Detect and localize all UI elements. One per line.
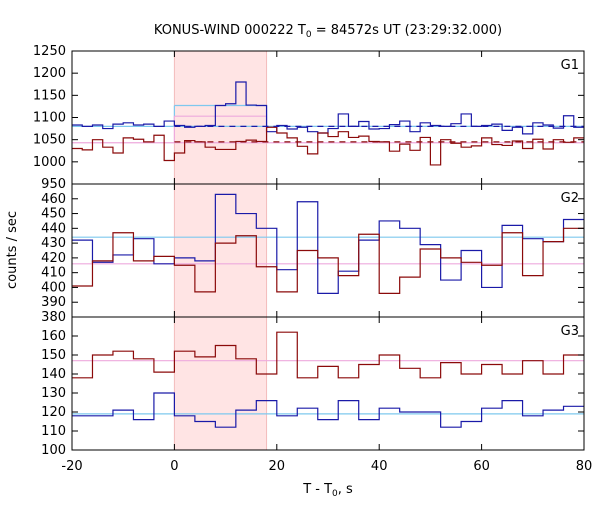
y-tick-label: 130 xyxy=(41,386,66,401)
panel-frame xyxy=(71,316,585,451)
panel-label: G1 xyxy=(561,58,579,73)
panel-g1: 1000 1050 1100 1150 1200 1250 G1 xyxy=(33,44,585,185)
y-tick-label: 390 xyxy=(41,295,66,310)
panel-frame xyxy=(71,183,585,318)
y-axis-title: counts / sec xyxy=(5,211,20,289)
y-tick-label: 160 xyxy=(41,329,66,344)
series-red-line xyxy=(72,126,584,166)
panel-label: G2 xyxy=(561,191,579,206)
chart-title-subscript: 0 xyxy=(306,30,312,40)
y-tick-label: 450 xyxy=(41,207,66,222)
y-tick-label: 110 xyxy=(41,424,66,439)
y-tick-label: 150 xyxy=(41,348,66,363)
y-tick-label: 100 xyxy=(41,443,66,458)
panel-g3: 100 110 120 130 140 150 160 G3 xyxy=(41,316,585,458)
series-blue-line xyxy=(72,392,584,428)
y-tick-label: 1100 xyxy=(33,111,66,126)
x-axis-title-prefix: T - T xyxy=(302,482,332,497)
y-tick-label: 1150 xyxy=(33,88,66,103)
y-tick-label: 460 xyxy=(41,192,66,207)
shaded-interval xyxy=(174,51,267,184)
x-axis-title-subscript: 0 xyxy=(332,489,338,499)
x-tick-label: 40 xyxy=(371,459,388,474)
y-tick-label: 1050 xyxy=(33,133,66,148)
x-tick-label: 0 xyxy=(170,459,178,474)
series-blue-line xyxy=(72,81,584,135)
chart-title-prefix: KONUS-WIND 000222 T xyxy=(154,23,306,38)
shaded-interval xyxy=(174,184,267,317)
y-tick-label: 400 xyxy=(41,280,66,295)
y-tick-label-boundary: 950 xyxy=(41,177,66,192)
x-axis-title: T - T0, s xyxy=(302,482,353,499)
series-blue-line xyxy=(72,193,584,294)
y-tick-label: 1200 xyxy=(33,66,66,81)
x-tick-label: 80 xyxy=(576,459,593,474)
y-tick-label-boundary: 380 xyxy=(41,310,66,325)
y-tick-label: 1000 xyxy=(33,155,66,170)
y-tick-label: 140 xyxy=(41,367,66,382)
y-tick-label: 1250 xyxy=(33,44,66,59)
chart-title: KONUS-WIND 000222 T0 = 84572s UT (23:29:… xyxy=(154,23,502,40)
y-tick-label: 430 xyxy=(41,236,66,251)
x-tick-label: 20 xyxy=(269,459,286,474)
panel-label: G3 xyxy=(561,324,579,339)
series-red-line xyxy=(72,227,584,294)
chart-title-suffix: = 84572s UT (23:29:32.000) xyxy=(312,23,502,38)
x-tick-label: 60 xyxy=(473,459,490,474)
y-tick-label: 120 xyxy=(41,405,66,420)
y-tick-label: 420 xyxy=(41,251,66,266)
panel-frame xyxy=(71,50,585,185)
shaded-interval xyxy=(174,317,267,450)
x-tick-label: -20 xyxy=(61,459,82,474)
x-axis-title-suffix: , s xyxy=(338,482,353,497)
series-red-line xyxy=(72,331,584,379)
y-tick-label: 410 xyxy=(41,266,66,281)
y-tick-label: 440 xyxy=(41,221,66,236)
